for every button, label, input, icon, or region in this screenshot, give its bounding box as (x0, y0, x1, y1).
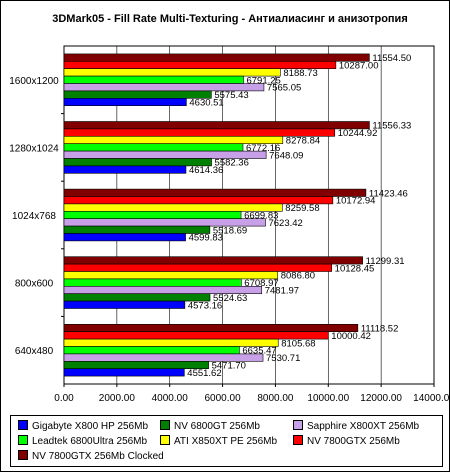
data-label: 11118.52 (361, 324, 399, 335)
data-label: 11554.50 (372, 53, 411, 64)
bar (63, 233, 186, 242)
category-label: 1024x768 (12, 211, 56, 222)
legend-swatch (18, 435, 28, 445)
legend-item: ATI X850XT PE 256Mb (160, 435, 277, 449)
legend: Gigabyte X800 HP 256Mb NV 6800GT 256Mb Sap… (14, 418, 442, 466)
bar (63, 211, 242, 220)
data-label: 4551.62 (187, 368, 221, 379)
bar (63, 323, 359, 332)
data-label: 5582.36 (215, 158, 249, 169)
bar (63, 256, 363, 265)
bar (63, 53, 370, 62)
legend-label: Gigabyte X800 HP 256Mb (32, 421, 149, 432)
data-label: 10172.94 (336, 196, 376, 207)
category-separators (61, 113, 64, 317)
data-label: 4573.16 (188, 300, 222, 311)
data-label: 6699.83 (244, 211, 278, 222)
data-label: 4630.51 (189, 98, 223, 109)
legend-border (10, 415, 443, 467)
data-label: 11556.33 (372, 121, 411, 132)
data-label: 10244.92 (338, 128, 378, 139)
legend-item: Sapphire X800XT 256Mb (293, 420, 419, 434)
x-tick-labels: 0.00 2000.00 4000.00 6000.00 8000.00 10000.00… (54, 393, 450, 404)
bar (63, 98, 187, 107)
data-label: 10287.00 (339, 61, 379, 72)
bar (63, 346, 240, 355)
data-label: 4614.36 (189, 165, 223, 176)
data-label: 4599.83 (189, 233, 223, 244)
legend-swatch (160, 435, 170, 445)
data-label: 10128.45 (335, 263, 375, 274)
x-tick-label: 6000.00 (204, 393, 241, 404)
data-label: 6635.47 (242, 346, 276, 357)
bar (63, 300, 186, 309)
legend-label: NV 7800GTX 256Mb Clocked (32, 451, 164, 462)
data-label: 8086.80 (281, 271, 315, 282)
bar (63, 121, 370, 130)
x-tick-label: 10000.00 (307, 393, 349, 404)
legend-item: NV 6800GT 256Mb (160, 420, 260, 434)
legend-label: ATI X850XT PE 256Mb (174, 436, 278, 447)
data-label: 6772.16 (246, 143, 280, 154)
legend-item: NV 7800GTX 256Mb (293, 435, 400, 449)
data-label: 5471.70 (212, 361, 246, 372)
chart-title: 3DMark05 - Fill Rate Multi-Texturing - А… (52, 13, 408, 25)
data-label: 8105.68 (281, 338, 315, 349)
x-tick-label: 4000.00 (152, 393, 189, 404)
data-label: 7481.97 (265, 286, 299, 297)
data-label: 7623.42 (268, 218, 302, 229)
legend-label: NV 6800GT 256Mb (174, 421, 260, 432)
data-label: 11299.31 (366, 256, 405, 267)
category-labels: 1600x1200 1280x1024 1024x768 800x600 640x480 (9, 76, 59, 357)
data-label: 7530.71 (266, 353, 300, 364)
x-tick-label: 2000.00 (99, 393, 136, 404)
data-label: 8278.84 (286, 136, 320, 147)
data-label: 5524.63 (213, 293, 247, 304)
data-label: 5575.43 (214, 90, 248, 101)
data-label: 7565.05 (267, 83, 301, 94)
bar (63, 278, 242, 287)
legend-item: Gigabyte X800 HP 256Mb (18, 420, 148, 434)
data-label: 5518.69 (213, 225, 247, 236)
legend-swatch (293, 420, 303, 430)
legend-swatch (18, 420, 28, 430)
data-label: 7648.09 (269, 150, 303, 161)
data-label: 10000.42 (331, 331, 371, 342)
x-tick-label: 0.00 (54, 393, 74, 404)
legend-item: NV 7800GTX 256Mb Clocked (18, 450, 164, 464)
bar (63, 368, 185, 377)
category-label: 1280x1024 (9, 143, 59, 154)
x-tick-label: 12000.00 (360, 393, 402, 404)
category-label: 640x480 (15, 346, 54, 357)
bars (63, 53, 370, 377)
legend-item: Leadtek 6800Ultra 256Mb (18, 435, 147, 449)
bar (63, 143, 244, 152)
data-label: 11423.46 (369, 188, 408, 199)
data-label: 6708.97 (244, 278, 278, 289)
legend-swatch (18, 450, 28, 460)
legend-swatch (293, 435, 303, 445)
bar (63, 188, 367, 197)
bar (63, 75, 244, 84)
data-label: 8259.58 (285, 203, 319, 214)
legend-label: NV 7800GTX 256Mb (307, 436, 400, 447)
data-label: 6791.25 (246, 75, 280, 86)
category-label: 1600x1200 (9, 76, 59, 87)
legend-swatch (160, 420, 170, 430)
category-label: 800x600 (15, 279, 54, 290)
data-label: 8188.73 (283, 68, 317, 79)
x-tick-label: 8000.00 (257, 393, 294, 404)
bar (63, 165, 187, 174)
legend-label: Sapphire X800XT 256Mb (307, 421, 420, 432)
legend-label: Leadtek 6800Ultra 256Mb (32, 436, 148, 447)
x-tick-label: 14000.00 (413, 393, 450, 404)
